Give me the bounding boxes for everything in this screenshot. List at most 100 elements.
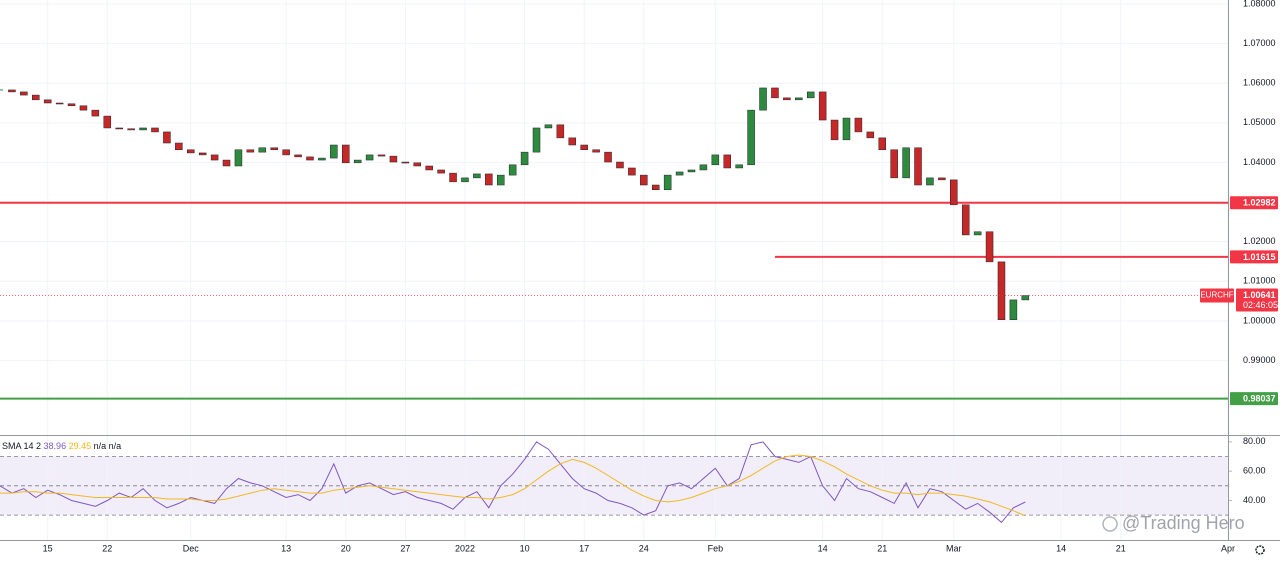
candle [592, 149, 600, 153]
candle [806, 91, 815, 99]
candle [55, 102, 64, 105]
x-tick-label: 24 [639, 543, 649, 553]
y-tick-label: 1.00000 [1243, 315, 1276, 325]
candle [234, 149, 243, 167]
settings-icon[interactable] [1255, 545, 1265, 555]
y-tick-label: 1.05000 [1243, 117, 1276, 127]
candle [675, 171, 684, 176]
rsi-tick-label: 40.00 [1243, 495, 1266, 505]
candle [580, 144, 588, 151]
level-label-box [1230, 250, 1278, 264]
candle [20, 91, 28, 96]
rsi-tick-label: 80.00 [1243, 436, 1266, 446]
candle [258, 147, 267, 153]
candle [854, 117, 863, 133]
y-tick-label: 1.02000 [1243, 236, 1276, 246]
candle [699, 164, 708, 171]
indicator-title: SMA 14 2 [2, 441, 41, 451]
candle [985, 231, 994, 263]
rsi-line [0, 441, 1026, 524]
level-label: 1.01615 [1243, 252, 1276, 262]
y-tick-label: 1.04000 [1243, 157, 1276, 167]
candle [520, 151, 529, 166]
candle [532, 127, 541, 153]
candle [544, 124, 553, 129]
candle [127, 128, 135, 131]
candle [950, 179, 958, 206]
candle [437, 169, 445, 174]
candle [318, 157, 326, 161]
candle [8, 89, 16, 93]
candle [663, 174, 672, 191]
candle [651, 184, 660, 191]
candle [103, 115, 112, 129]
candle [878, 137, 887, 151]
candle [187, 149, 195, 154]
candle [842, 117, 851, 141]
candle [902, 147, 910, 179]
x-tick-label: 21 [1116, 543, 1126, 553]
x-tick-label: 17 [579, 543, 589, 553]
candle [473, 173, 481, 179]
candle [449, 172, 457, 183]
countdown-label: 02:46:05 [1243, 300, 1278, 310]
candle [604, 151, 612, 163]
candle [485, 173, 493, 186]
candle [568, 137, 577, 146]
rsi-value: 38.96 [44, 441, 67, 451]
candle [425, 165, 433, 171]
candle [43, 99, 52, 104]
candle [508, 164, 517, 176]
candle [628, 167, 636, 176]
candle [198, 152, 207, 156]
x-tick-label: 20 [341, 543, 351, 553]
candle [496, 174, 505, 186]
candle [270, 147, 278, 151]
watermark: @Trading Hero [1122, 513, 1245, 533]
rsi-sma-line [0, 454, 1026, 517]
candle [818, 91, 827, 121]
candle [341, 144, 350, 164]
x-tick-label: Feb [708, 543, 724, 553]
candle [210, 154, 219, 161]
candle [246, 149, 255, 153]
candle [997, 261, 1006, 320]
candle [795, 97, 803, 101]
candle [723, 154, 732, 169]
candle [330, 144, 338, 159]
candle [306, 156, 314, 161]
level-label: 0.98037 [1243, 394, 1276, 404]
candle [401, 161, 410, 164]
candle [1009, 299, 1018, 320]
sma-value: 29.45 [69, 441, 92, 451]
x-tick-label: Apr [1221, 543, 1235, 553]
symbol-label: EURCHF [1200, 291, 1233, 300]
last-price-box [1236, 288, 1278, 312]
indicator-legend: SMA 14 2 38.96 29.45 n/a n/a [2, 441, 121, 451]
candle [115, 127, 123, 130]
y-tick-label: 0.99000 [1243, 355, 1276, 365]
candle [151, 127, 159, 133]
candle [413, 162, 422, 167]
y-tick-label: 1.07000 [1243, 38, 1276, 48]
candle [91, 109, 100, 117]
level-label-box [1230, 196, 1278, 210]
level-label-box [1230, 392, 1278, 406]
last-price-label: 1.00641 [1243, 290, 1276, 300]
candle [461, 177, 469, 183]
x-tick-label: 10 [520, 543, 530, 553]
candle [830, 119, 839, 141]
rsi-tick-label: 60.00 [1243, 466, 1266, 476]
x-tick-label: Dec [183, 543, 200, 553]
x-tick-label: 27 [400, 543, 410, 553]
candle [353, 159, 362, 164]
x-tick-label: 14 [818, 543, 828, 553]
x-tick-label: 21 [877, 543, 887, 553]
candle [961, 204, 970, 236]
candle [711, 154, 720, 166]
candle [973, 231, 982, 236]
candle [1021, 295, 1030, 301]
